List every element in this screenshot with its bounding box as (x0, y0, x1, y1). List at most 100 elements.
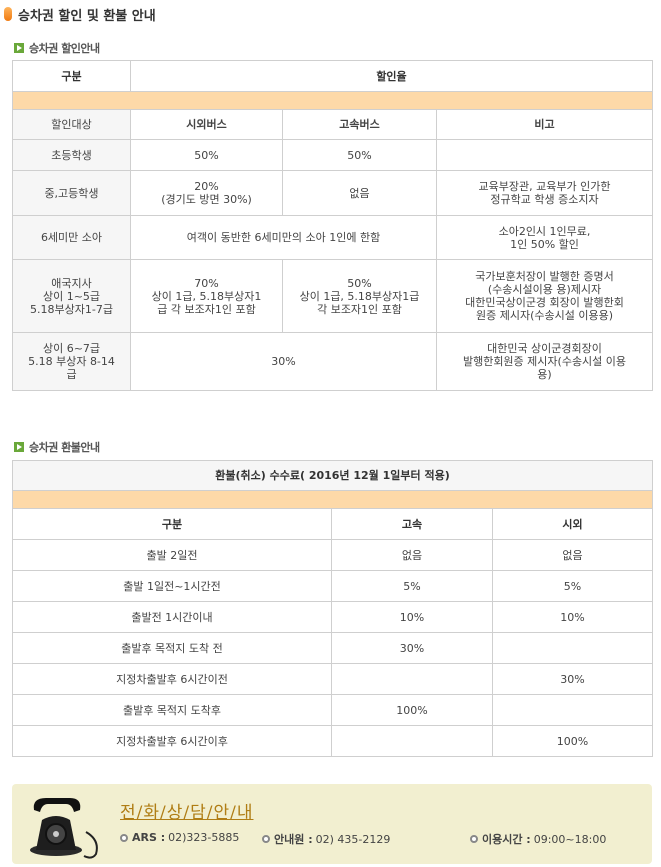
cell-line: 대한민국 상이군경회장이 (487, 342, 602, 355)
cell-line: 국가보훈처장이 발행한 증명서 (475, 270, 614, 283)
row-label: 상이 6~7급 5.18 부상자 8-14 급 (12, 332, 131, 391)
discount-section-heading: 승차권 할인안내 (14, 40, 100, 56)
bullet-icon (262, 835, 270, 843)
row-label: 애국지사 상이 1~5급 5.18부상자1-7급 (12, 259, 131, 333)
row-label: 6세미만 소아 (12, 215, 131, 260)
arrow-box-icon (14, 43, 24, 53)
subheader-intercity: 시외버스 (130, 109, 283, 140)
cell: 5% (492, 570, 653, 602)
telephone-icon (30, 798, 98, 859)
discount-subheader-row: 할인대상 시외버스 고속버스 비고 (12, 109, 653, 140)
refund-section-heading: 승차권 환불안내 (14, 439, 100, 455)
cell: 없음 (492, 539, 653, 571)
operator-number[interactable]: 02) 435-2129 (315, 832, 391, 846)
cell (331, 663, 493, 695)
cell: 국가보훈처장이 발행한 증명서 (수송시설이용 용)제시자 대한민국상이군경 회… (436, 259, 653, 333)
hours-label: 이용시간 : (482, 833, 531, 846)
row-label: 초등학생 (12, 139, 131, 171)
discount-header-row: 구분 할인율 (12, 60, 653, 92)
cell: 50% 상이 1급, 5.18부상자1급 각 보조자1인 포함 (282, 259, 437, 333)
table-row: 상이 6~7급 5.18 부상자 8-14 급 30% 대한민국 상이군경회장이… (12, 332, 653, 391)
cell: 여객이 동반한 6세미만의 소아 1인에 한함 (130, 215, 437, 260)
cell (492, 632, 653, 664)
subheader-note: 비고 (436, 109, 653, 140)
refund-table: 환불(취소) 수수료( 2016년 12월 1일부터 적용) 구분 고속 시외 … (12, 460, 653, 757)
page-title: 승차권 할인 및 환불 안내 (4, 4, 156, 24)
cell: 70% 상이 1급, 5.18부상자1 급 각 보조자1인 포함 (130, 259, 283, 333)
cell: 30% (130, 332, 437, 391)
cell: 10% (331, 601, 493, 633)
ars-number[interactable]: 02)323-5885 (168, 831, 240, 844)
cell-line: 급 (66, 368, 77, 381)
title-bullet-icon (4, 7, 12, 21)
cell-line: 70% (194, 276, 219, 290)
cell: 지정차출발후 6시간이전 (12, 663, 332, 695)
table-row: 6세미만 소아 여객이 동반한 6세미만의 소아 1인에 한함 소아2인시 1인… (12, 215, 653, 260)
cell: 교육부장관, 교육부가 인가한 정규학교 학생 증소지자 (436, 170, 653, 216)
cell: 없음 (282, 170, 437, 216)
cell-line: 대한민국상이군경 회장이 발행한회 (465, 296, 624, 309)
orange-band (12, 490, 653, 509)
page-title-text: 승차권 할인 및 환불 안내 (18, 8, 156, 24)
cell: 지정차출발후 6시간이후 (12, 725, 332, 757)
subheader-express: 고속버스 (282, 109, 437, 140)
cell: 30% (331, 632, 493, 664)
cell-line: 5.18 부상자 8-14 (28, 355, 115, 368)
cell: 100% (331, 694, 493, 726)
refund-col-intercity: 시외 (492, 508, 653, 540)
contact-title: 전/화/상/담/안/내 (120, 803, 254, 823)
refund-col-category: 구분 (12, 508, 332, 540)
table-row: 중,고등학생 20% (경기도 방면 30%) 없음 교육부장관, 교육부가 인… (12, 170, 653, 216)
cell (492, 694, 653, 726)
cell: 없음 (331, 539, 493, 571)
cell-line: 용) (537, 368, 552, 381)
cell: 출발후 목적지 도착후 (12, 694, 332, 726)
cell-line: (수송시설이용 용)제시자 (487, 283, 602, 296)
cell (436, 139, 653, 171)
cell-line: 5.18부상자1-7급 (30, 302, 113, 316)
hours-info: 이용시간 : 09:00~18:00 (470, 831, 606, 847)
operator-label: 안내원 : (274, 833, 313, 846)
discount-header-rate: 할인율 (130, 60, 653, 92)
cell: 출발후 목적지 도착 전 (12, 632, 332, 664)
phone-consultation-box: 전/화/상/담/안/내 ARS : 02)323-5885 안내원 : 02) … (12, 784, 652, 864)
cell: 5% (331, 570, 493, 602)
cell: 소아2인시 1인무료, 1인 50% 할인 (436, 215, 653, 260)
table-row: 출발후 목적지 도착후 100% (12, 694, 653, 726)
discount-header-category: 구분 (12, 60, 131, 92)
refund-header-row: 구분 고속 시외 (12, 508, 653, 540)
cell: 30% (492, 663, 653, 695)
bullet-icon (470, 835, 478, 843)
table-row: 출발전 1시간이내 10% 10% (12, 601, 653, 633)
table-row: 출발후 목적지 도착 전 30% (12, 632, 653, 664)
cell: 10% (492, 601, 653, 633)
cell: 50% (130, 139, 283, 171)
subheader-target: 할인대상 (12, 109, 131, 140)
orange-band (12, 91, 653, 110)
row-label: 중,고등학생 (12, 170, 131, 216)
cell-line: 정규학교 학생 증소지자 (490, 193, 599, 206)
cell: 출발 1일전~1시간전 (12, 570, 332, 602)
cell-line: 상이 1급, 5.18부상자1급 (299, 289, 420, 303)
cell: 출발 2일전 (12, 539, 332, 571)
cell-line: 1인 50% 할인 (510, 237, 579, 251)
refund-title: 환불(취소) 수수료( 2016년 12월 1일부터 적용) (12, 460, 653, 491)
cell: 대한민국 상이군경회장이 발행한회원증 제시자(수송시설 이용 용) (436, 332, 653, 391)
refund-title-row: 환불(취소) 수수료( 2016년 12월 1일부터 적용) (12, 460, 653, 491)
cell-line: 각 보조자1인 포함 (317, 302, 402, 316)
hours-value: 09:00~18:00 (533, 832, 607, 846)
cell-line: 상이 1~5급 (42, 289, 101, 303)
arrow-box-icon (14, 442, 24, 452)
table-row: 출발 1일전~1시간전 5% 5% (12, 570, 653, 602)
discount-table: 구분 할인율 할인대상 시외버스 고속버스 비고 초등학생 50% 50% 중,… (12, 60, 653, 391)
table-row: 애국지사 상이 1~5급 5.18부상자1-7급 70% 상이 1급, 5.18… (12, 259, 653, 333)
refund-section-label: 승차권 환불안내 (29, 441, 100, 454)
refund-col-express: 고속 (331, 508, 493, 540)
cell-line: (경기도 방면 30%) (161, 193, 252, 206)
cell-line: 상이 6~7급 (42, 342, 101, 355)
cell (331, 725, 493, 757)
table-row: 지정차출발후 6시간이후 100% (12, 725, 653, 757)
cell-line: 애국지사 (51, 276, 92, 290)
table-row: 초등학생 50% 50% (12, 139, 653, 171)
cell-line: 교육부장관, 교육부가 인가한 (478, 180, 611, 193)
